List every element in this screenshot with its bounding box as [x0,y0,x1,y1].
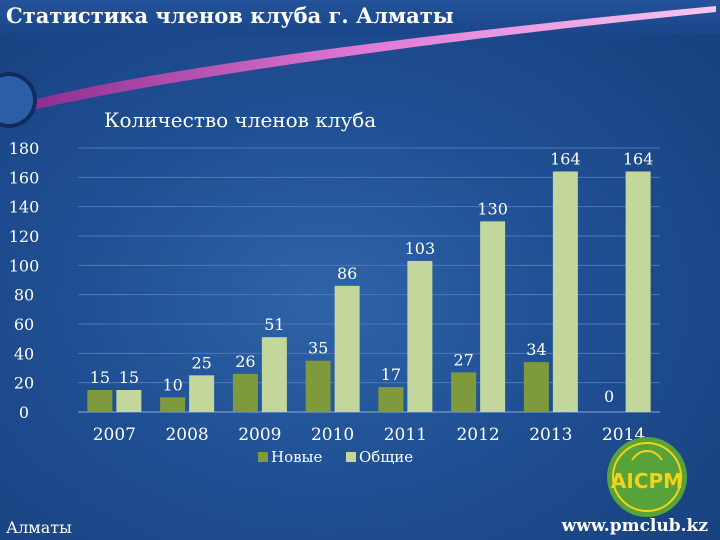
bar-total-2013 [552,171,578,412]
bar-new-2011 [378,387,404,412]
y-tick-label: 140 [9,198,40,217]
data-label-total-2007: 15 [119,368,139,387]
y-tick-label: 40 [14,344,34,363]
legend-label: Новые [271,448,322,466]
bar-new-2013 [523,362,549,412]
x-tick-label: 2013 [529,425,572,445]
logo-ring [612,442,682,512]
bar-total-2008 [189,375,215,412]
y-tick-label: 20 [14,374,34,393]
x-tick-label: 2012 [456,425,499,445]
data-label-new-2012: 27 [453,350,473,369]
title-bar: Статистика членов клуба г. Алматы [0,0,720,34]
y-tick-label: 160 [9,168,40,187]
data-label-new-2013: 34 [526,340,546,359]
footer-city: Алматы [6,518,72,537]
bar-total-2011 [407,260,433,412]
y-tick-label: 100 [9,256,40,275]
x-tick-label: 2008 [165,425,208,445]
data-label-new-2008: 10 [162,375,182,394]
decorative-swoosh [0,6,716,128]
x-tick-label: 2009 [238,425,281,445]
bar-total-2014 [625,171,651,412]
legend-swatch [258,452,268,462]
data-label-new-2011: 17 [381,365,401,384]
data-label-new-2014: 0 [604,387,614,406]
slide-title: Статистика членов клуба г. Алматы [6,3,454,28]
x-tick-label: 2007 [93,425,136,445]
logo-arc [631,450,663,461]
x-axis-ticks: 2007 2008 2009 2010 2011 2012 2013 2014 [93,425,646,445]
bar-total-2010 [334,285,360,412]
bar-new-2010 [305,360,331,412]
data-label-new-2010: 35 [308,339,328,358]
data-label-total-2014: 164 [623,149,654,168]
data-label-total-2013: 164 [550,149,581,168]
x-tick-label: 2011 [384,425,427,445]
data-label-total-2009: 51 [264,315,284,334]
data-label-total-2010: 86 [337,264,357,283]
aicpm-logo: AICPM [607,437,687,517]
bar-total-2009 [261,337,287,412]
chart-title: Количество членов клуба [104,108,377,132]
bar-total-2012 [480,221,506,412]
x-tick-label: 2010 [311,425,354,445]
data-label-total-2012: 130 [477,199,508,218]
data-labels: 15 15 10 25 26 51 35 86 17 103 27 130 34 164 0 164 [90,149,654,406]
y-tick-label: 80 [14,286,34,305]
bars [87,171,651,412]
data-label-total-2008: 25 [191,353,211,372]
data-label-total-2011: 103 [405,239,436,258]
legend: Новые Общие [258,448,413,466]
data-label-new-2009: 26 [235,352,255,371]
y-tick-label: 180 [9,139,40,158]
bar-total-2007 [116,390,142,412]
logo-text: AICPM [611,469,683,493]
bar-new-2007 [87,390,113,412]
legend-swatch [346,452,356,462]
bar-new-2012 [451,372,477,412]
legend-label: Общие [359,448,413,466]
footer-website: www.pmclub.kz [561,516,708,536]
data-label-new-2007: 15 [90,368,110,387]
y-tick-label: 0 [19,403,29,422]
y-tick-label: 120 [9,227,40,246]
y-tick-label: 60 [14,315,34,334]
bar-new-2009 [232,373,258,412]
bar-new-2008 [160,397,186,412]
y-axis-ticks: 0 20 40 60 80 100 120 140 160 180 [9,139,40,422]
logo-circle [607,437,687,517]
